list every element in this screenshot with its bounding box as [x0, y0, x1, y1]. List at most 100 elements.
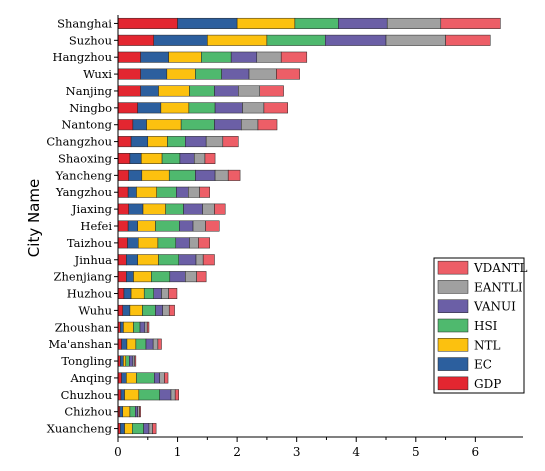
x-tick-label-0: 0 [114, 445, 122, 459]
category-label-chuzhou: Chuzhou [61, 388, 112, 402]
bar-segment-chizhou-ec [119, 406, 124, 418]
bar-segment-changzhou-hsi [167, 136, 186, 148]
bar-segment-zhenjiang-ec [126, 271, 134, 283]
bar-segment-hangzhou-gdp [117, 51, 141, 63]
bar-segment-hefei-vdantl [205, 220, 220, 232]
bar-segment-yangzhou-vanui [176, 186, 189, 198]
bar-segment-shaoxing-gdp [117, 152, 131, 164]
bar-segment-wuxi-gdp [117, 68, 141, 80]
bar-segment-yangzhou-hsi [156, 186, 177, 198]
legend-label-hsi: HSI [474, 319, 498, 333]
bar-segment-tongling-ec [120, 355, 124, 367]
bar-segment-chizhou-eantli [137, 406, 140, 418]
bar-segment-zhenjiang-hsi [151, 271, 171, 283]
bar-segment-hefei-eantli [192, 220, 206, 232]
bar-segment-jiaxing-eantli [202, 203, 215, 215]
bar-segment-yangzhou-gdp [117, 186, 129, 198]
legend-swatch-vanui [437, 299, 469, 313]
bar-segment-jiaxing-vanui [183, 203, 203, 215]
bar-segment-nantong-ec [132, 119, 147, 131]
bar-segment-huzhou-vanui [153, 288, 162, 300]
bar-segment-hefei-ec [127, 220, 138, 232]
bar-segment-zhoushan-ec [120, 321, 124, 333]
bar-segment-anqing-vanui [154, 372, 160, 384]
bar-segment-yancheng-ntl [141, 169, 170, 181]
legend-label-ec: EC [474, 358, 492, 372]
x-tick-label-3: 3 [293, 445, 301, 459]
bar-segment-huzhou-vdantl [168, 288, 178, 300]
category-label-chizhou: Chizhou [64, 405, 112, 419]
legend-swatch-gdp [437, 376, 469, 391]
bar-segment-jinhua-ec [126, 254, 138, 266]
bar-segment-suzhou-eantli [385, 34, 446, 46]
x-tick-label-2: 2 [233, 445, 241, 459]
bar-segment-chuzhou-ntl [124, 389, 140, 401]
bar-segment-jiaxing-ntl [142, 203, 166, 215]
legend-swatch-hsi [437, 318, 469, 333]
bar-segment-yancheng-hsi [168, 169, 196, 181]
bar-segment-suzhou-vanui [325, 34, 387, 46]
bar-segment-ningbo-vanui [214, 102, 243, 114]
bar-segment-shanghai-vdantl [440, 17, 501, 29]
bar-segment-ma-anshan-ec [121, 338, 128, 350]
bar-segment-jinhua-vanui [178, 254, 197, 266]
bar-segment-changzhou-vdantl [222, 136, 239, 148]
bar-segment-zhoushan-vanui [139, 321, 146, 333]
bar-segment-taizhou-ntl [138, 237, 159, 249]
category-label-shanghai: Shanghai [57, 16, 112, 30]
bar-segment-wuhu-ntl [129, 304, 143, 316]
legend-swatch-ec [437, 357, 469, 371]
bar-segment-wuhu-ec [122, 304, 131, 316]
legend: VDANTL EANTLI VANUI HSI NTL EC GDP [433, 257, 527, 394]
legend-label-gdp: GDP [474, 377, 501, 391]
bar-segment-anqing-eantli [159, 372, 165, 384]
bar-segment-yancheng-vanui [195, 169, 216, 181]
legend-label-eantli: EANTLI [474, 280, 523, 294]
bar-segment-nanjing-gdp [117, 85, 141, 97]
bar-segment-shaoxing-ec [129, 152, 142, 164]
bar-segment-nanjing-ntl [158, 85, 190, 97]
bar-segment-yancheng-ec [128, 169, 143, 181]
bar-segment-wuhu-hsi [142, 304, 156, 316]
bar-segment-xuancheng-ntl [124, 423, 133, 435]
category-label-hefei: Hefei [80, 219, 112, 233]
bar-segment-taizhou-hsi [157, 237, 177, 249]
bar-segment-yangzhou-eantli [188, 186, 200, 198]
bar-segment-wuxi-eantli [248, 68, 277, 80]
bar-segment-ma-anshan-hsi [135, 338, 147, 350]
bar-segment-zhenjiang-gdp [117, 271, 127, 283]
bar-segment-zhenjiang-vdantl [196, 271, 207, 283]
category-label-taizhou: Taizhou [67, 236, 112, 250]
bar-segment-yancheng-gdp [117, 169, 129, 181]
bar-segment-yancheng-eantli [214, 169, 229, 181]
bar-segment-shanghai-ntl [236, 17, 296, 29]
bar-segment-nanjing-vdantl [259, 85, 284, 97]
bar-segment-ma-anshan-gdp [117, 338, 122, 350]
bar-segment-jinhua-gdp [117, 254, 127, 266]
bar-segment-wuhu-vanui [155, 304, 163, 316]
bar-segment-ningbo-ec [137, 102, 162, 114]
bar-segment-yancheng-vdantl [227, 169, 241, 181]
bar-segment-wuxi-vanui [221, 68, 250, 80]
bar-segment-ningbo-ntl [160, 102, 190, 114]
category-label-suzhou: Suzhou [69, 33, 112, 47]
bar-segment-hefei-ntl [137, 220, 156, 232]
legend-label-vanui: VANUI [473, 300, 516, 314]
bar-segment-changzhou-eantli [205, 136, 224, 148]
bar-segment-anqing-gdp [117, 372, 122, 384]
bar-segment-nanjing-hsi [189, 85, 215, 97]
bar-segment-xuancheng-vdantl [152, 423, 157, 435]
bar-segment-tongling-vdantl [134, 355, 137, 367]
bar-segment-yangzhou-vdantl [199, 186, 210, 198]
category-label-zhenjiang: Zhenjiang [54, 270, 113, 284]
bar-segment-shaoxing-ntl [140, 152, 163, 164]
bar-segment-hangzhou-ec [140, 51, 169, 63]
bar-segment-zhenjiang-vanui [169, 271, 186, 283]
bar-segment-zhenjiang-ntl [133, 271, 152, 283]
bar-segment-xuancheng-hsi [132, 423, 144, 435]
legend-label-vdantl: VDANTL [473, 261, 527, 275]
bar-segment-jiaxing-hsi [165, 203, 184, 215]
bar-segment-hangzhou-hsi [201, 51, 232, 63]
bar-segment-suzhou-vdantl [445, 34, 491, 46]
